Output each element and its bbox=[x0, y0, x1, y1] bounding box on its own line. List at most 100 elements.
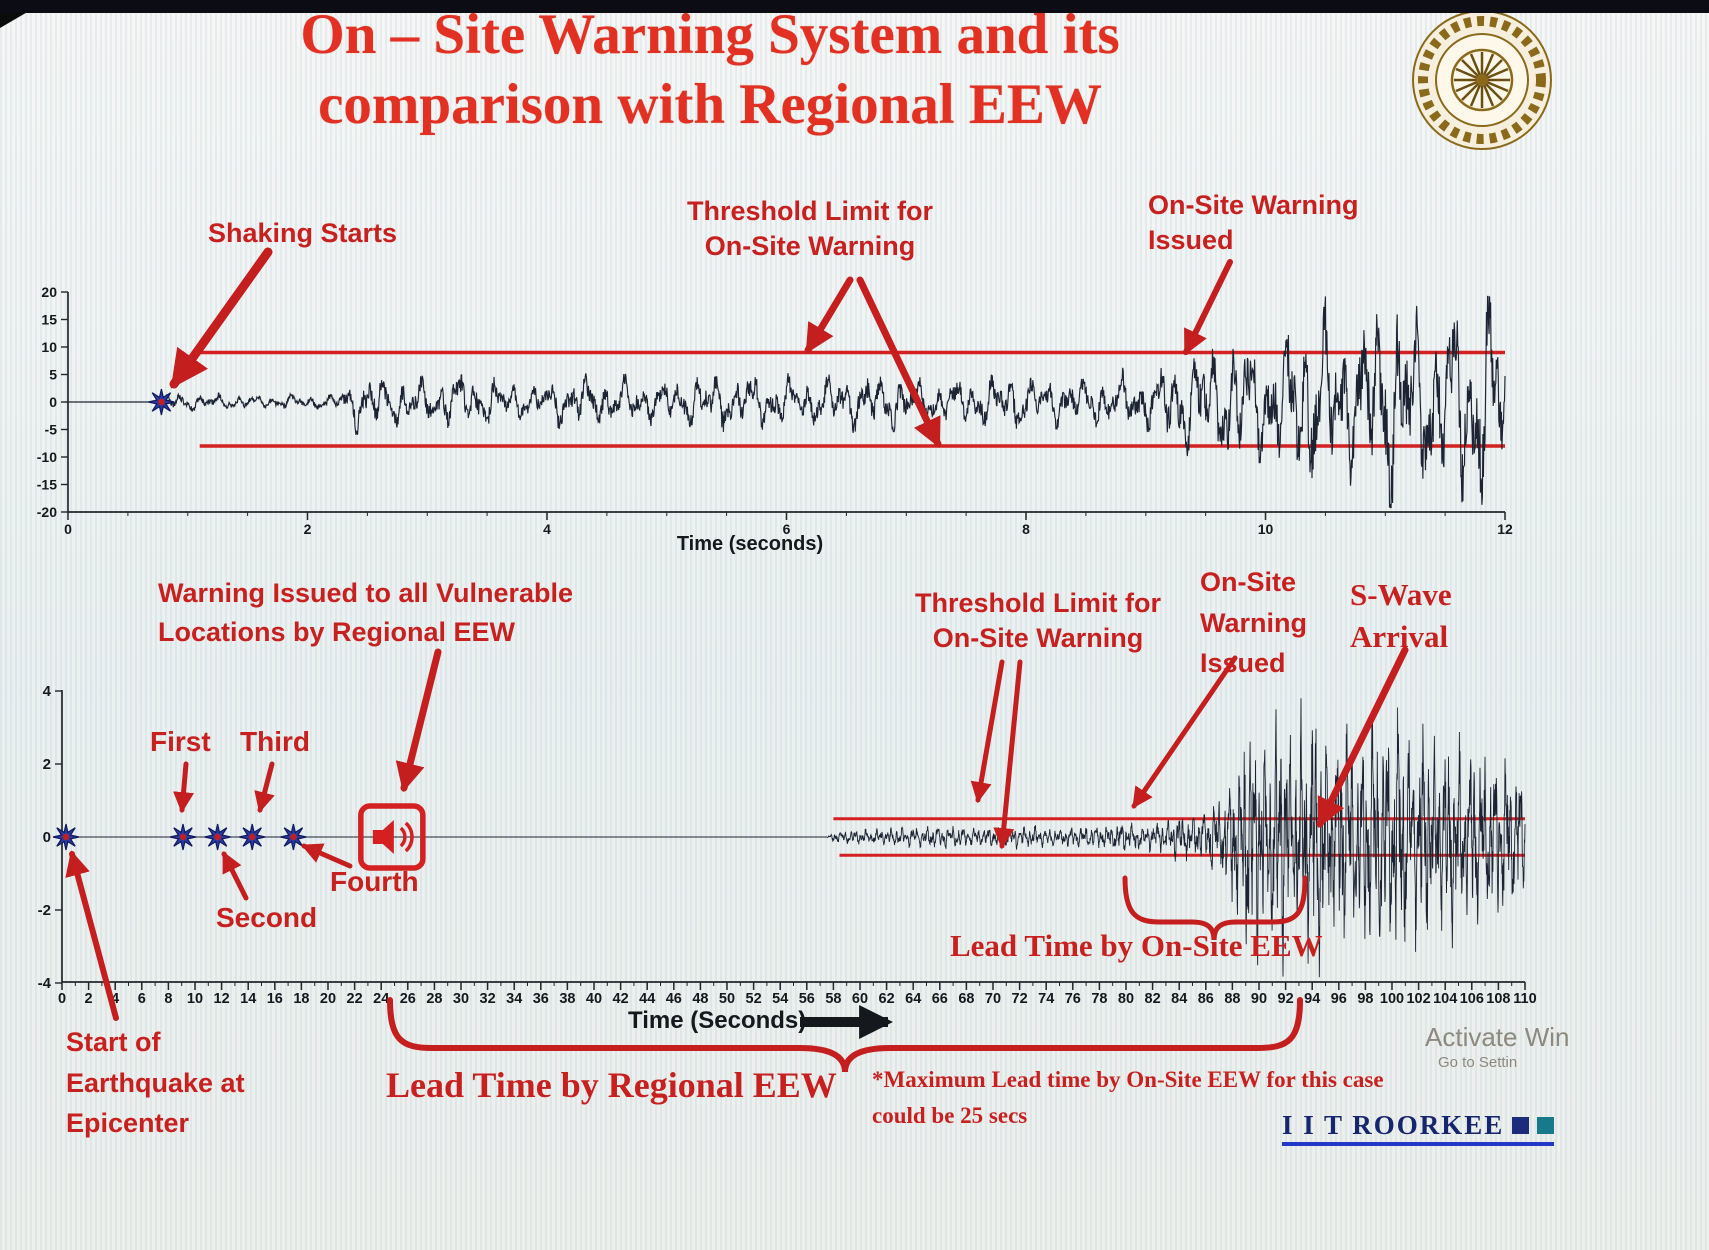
label-note-line1: *Maximum Lead time by On-Site EEW for th… bbox=[872, 1067, 1384, 1092]
svg-text:66: 66 bbox=[932, 991, 948, 1007]
svg-text:88: 88 bbox=[1224, 991, 1240, 1007]
svg-text:12: 12 bbox=[214, 991, 230, 1007]
svg-text:0: 0 bbox=[64, 521, 72, 537]
label-first: First bbox=[150, 726, 211, 757]
svg-text:60: 60 bbox=[852, 991, 868, 1007]
svg-text:5: 5 bbox=[49, 367, 57, 383]
svg-text:10: 10 bbox=[1258, 521, 1274, 537]
svg-text:8: 8 bbox=[164, 991, 172, 1007]
arrow-third bbox=[254, 761, 275, 814]
annotation-arrows-bottom bbox=[65, 646, 1409, 1021]
svg-text:28: 28 bbox=[426, 991, 442, 1007]
svg-text:18: 18 bbox=[293, 991, 309, 1007]
svg-text:-20: -20 bbox=[37, 504, 57, 520]
svg-text:40: 40 bbox=[586, 991, 602, 1007]
footer-brand: I I T ROORKEE bbox=[1282, 1110, 1555, 1141]
label-onsite-issued-bottom-line3: Issued bbox=[1200, 648, 1286, 678]
svg-text:90: 90 bbox=[1251, 991, 1267, 1007]
label-threshold-bottom-line1: Threshold Limit for bbox=[915, 588, 1161, 618]
brace-lead-time-onsite bbox=[1122, 875, 1308, 941]
bottom-xaxis-title: Time (Seconds) bbox=[628, 1007, 807, 1034]
svg-text:44: 44 bbox=[639, 991, 655, 1007]
svg-text:6: 6 bbox=[783, 521, 791, 537]
label-threshold-bottom-line2: On-Site Warning bbox=[932, 622, 1144, 653]
arrow-threshold-bottom-2 bbox=[993, 659, 1023, 850]
svg-text:16: 16 bbox=[267, 991, 283, 1007]
svg-text:8: 8 bbox=[1022, 521, 1030, 537]
label-onsite-issued-top: On-Site Warning Issued bbox=[1148, 188, 1359, 257]
arrow-onsite-issued-bottom bbox=[1131, 655, 1238, 809]
arrow-shaking-starts bbox=[169, 247, 273, 389]
label-lead-time-onsite: Lead Time by On-Site EEW bbox=[950, 928, 1323, 963]
svg-text:86: 86 bbox=[1198, 991, 1214, 1007]
svg-text:12: 12 bbox=[1497, 521, 1513, 537]
svg-text:72: 72 bbox=[1012, 991, 1028, 1007]
label-swave-line1: S-Wave bbox=[1350, 577, 1452, 612]
svg-text:32: 32 bbox=[480, 991, 496, 1007]
svg-text:4: 4 bbox=[43, 683, 52, 700]
arrow-threshold-top-left bbox=[804, 276, 854, 354]
svg-text:2: 2 bbox=[85, 991, 93, 1007]
svg-text:94: 94 bbox=[1304, 991, 1320, 1007]
title-line-2: comparison with Regional EEW bbox=[318, 72, 1102, 136]
label-regional-warning-line1: Warning Issued to all Vulnerable bbox=[158, 578, 574, 608]
svg-text:70: 70 bbox=[985, 991, 1001, 1007]
footer-square-teal-icon bbox=[1537, 1117, 1555, 1134]
label-note-line2: could be 25 secs bbox=[872, 1102, 1028, 1128]
svg-text:74: 74 bbox=[1038, 991, 1054, 1007]
svg-text:80: 80 bbox=[1118, 991, 1134, 1007]
svg-text:-2: -2 bbox=[38, 902, 51, 919]
svg-text:-4: -4 bbox=[38, 975, 52, 992]
svg-text:50: 50 bbox=[719, 991, 735, 1007]
svg-text:48: 48 bbox=[692, 991, 708, 1007]
svg-text:0: 0 bbox=[43, 829, 51, 846]
arrow-fourth bbox=[301, 843, 353, 869]
svg-text:36: 36 bbox=[533, 991, 549, 1007]
label-swave-arrival: S-Wave Arrival bbox=[1350, 574, 1452, 658]
arrow-threshold-bottom-1 bbox=[970, 659, 1005, 804]
label-third: Third bbox=[240, 726, 310, 757]
top-xaxis-title: Time (seconds) bbox=[676, 533, 824, 555]
svg-text:26: 26 bbox=[400, 991, 416, 1007]
arrow-regional-warning bbox=[395, 648, 442, 793]
label-start-line1: Start of bbox=[66, 1027, 161, 1057]
svg-text:96: 96 bbox=[1331, 991, 1347, 1007]
top-seismogram-chart: 20 15 10 5 0 -5 -10 -15 -20 0 2 4 6 8 10 12 bbox=[37, 284, 1513, 537]
svg-text:30: 30 bbox=[453, 991, 469, 1007]
svg-text:-5: -5 bbox=[45, 422, 58, 438]
svg-text:0: 0 bbox=[49, 394, 57, 410]
svg-text:6: 6 bbox=[138, 991, 146, 1007]
label-start-line2: Earthquake at bbox=[66, 1067, 245, 1098]
label-threshold-bottom: Threshold Limit for On-Site Warning bbox=[900, 586, 1176, 655]
label-onsite-issued-bottom-line2: Warning bbox=[1200, 607, 1307, 638]
svg-text:64: 64 bbox=[905, 991, 921, 1007]
arrow-swave-arrival bbox=[1316, 646, 1409, 828]
svg-text:15: 15 bbox=[41, 312, 57, 328]
arrow-second bbox=[221, 851, 249, 901]
footer-square-navy-icon bbox=[1512, 1117, 1530, 1134]
arrow-onsite-issued-top bbox=[1183, 259, 1233, 356]
svg-text:20: 20 bbox=[320, 991, 336, 1007]
label-onsite-issued-top-line1: On-Site Warning bbox=[1148, 190, 1359, 220]
svg-text:20: 20 bbox=[41, 284, 57, 300]
svg-text:82: 82 bbox=[1145, 991, 1161, 1007]
label-start-epicenter: Start of Earthquake at Epicenter bbox=[66, 1022, 245, 1144]
svg-text:38: 38 bbox=[559, 991, 575, 1007]
svg-text:0: 0 bbox=[58, 991, 66, 1007]
svg-text:4: 4 bbox=[111, 991, 119, 1007]
svg-text:84: 84 bbox=[1171, 991, 1187, 1007]
svg-text:4: 4 bbox=[543, 521, 551, 537]
svg-text:46: 46 bbox=[666, 991, 682, 1007]
label-start-line3: Epicenter bbox=[66, 1108, 190, 1138]
label-onsite-issued-top-line2: Issued bbox=[1148, 224, 1234, 255]
arrow-first bbox=[173, 761, 195, 814]
footer-underline bbox=[1282, 1142, 1554, 1146]
svg-text:62: 62 bbox=[879, 991, 895, 1007]
svg-text:76: 76 bbox=[1065, 991, 1081, 1007]
svg-text:10: 10 bbox=[41, 339, 57, 355]
label-second: Second bbox=[216, 902, 318, 933]
svg-text:42: 42 bbox=[613, 991, 629, 1007]
label-threshold-top: Threshold Limit for On-Site Warning bbox=[672, 194, 948, 263]
